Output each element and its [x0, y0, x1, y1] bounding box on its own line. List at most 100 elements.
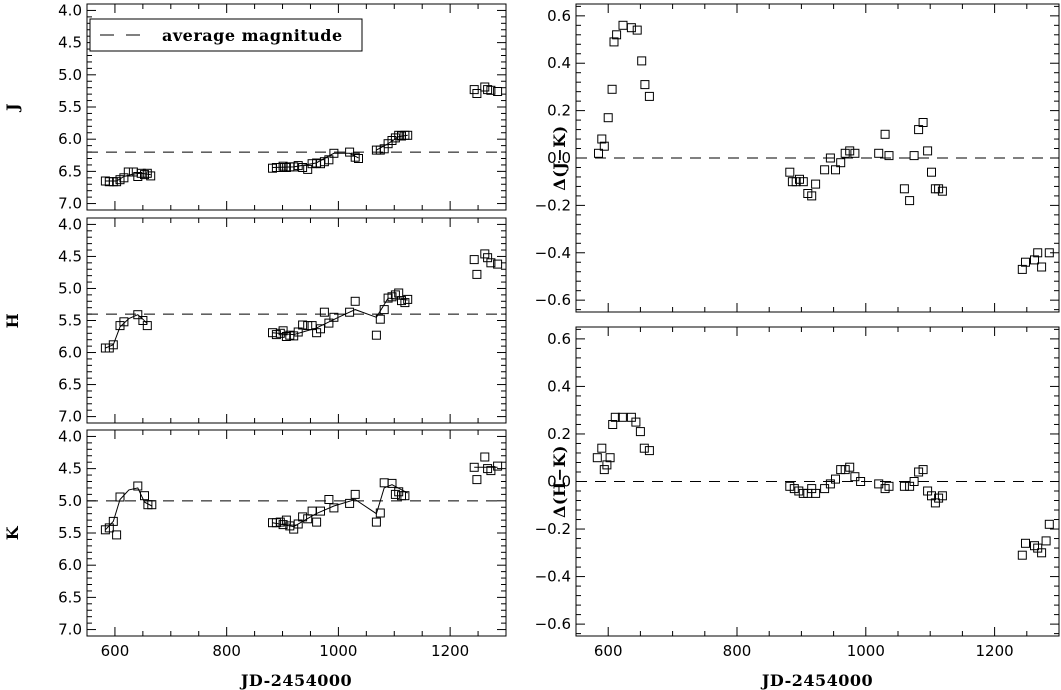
data-point — [909, 151, 919, 161]
data-point — [644, 91, 654, 101]
plot-frame — [86, 217, 507, 424]
data-point — [493, 87, 503, 96]
data-point — [469, 462, 479, 472]
data-point — [319, 307, 329, 317]
data-point — [626, 23, 636, 33]
y-tick-label: 6.5 — [58, 162, 82, 180]
data-point — [379, 478, 389, 488]
data-point — [637, 56, 647, 66]
data-layer — [87, 82, 506, 187]
data-point — [133, 310, 143, 320]
data-point — [1037, 548, 1047, 558]
data-point — [403, 294, 413, 304]
data-point — [899, 184, 909, 194]
y-tick-label: −0.6 — [535, 291, 571, 309]
data-point — [909, 477, 919, 486]
data-point — [820, 165, 830, 175]
data-point — [483, 253, 493, 263]
data-point — [316, 324, 325, 334]
y-tick-label: 0.6 — [547, 330, 571, 348]
x-tick-label: 1200 — [431, 642, 469, 660]
data-point — [486, 85, 496, 95]
data-point — [918, 465, 928, 475]
y-tick-label: 5.5 — [58, 312, 82, 330]
data-point — [397, 131, 406, 141]
data-point — [1017, 264, 1027, 274]
data-point — [133, 481, 143, 491]
panel-K: 600 800 1000 1200 4.0 4.5 5.0 5.5 6.0 6.5 7.0 K JD-2… — [3, 427, 507, 690]
data-point — [874, 148, 884, 158]
data-point — [329, 312, 339, 322]
data-point — [899, 481, 909, 491]
y-tick-label: 6.5 — [58, 376, 82, 394]
plot-frame — [575, 3, 1060, 313]
data-point — [807, 191, 817, 201]
data-point — [1041, 536, 1051, 546]
data-point — [1044, 519, 1054, 529]
data-point — [397, 296, 406, 306]
y-tick-label: 5.5 — [58, 524, 82, 542]
y-tick-label: 0.4 — [547, 377, 571, 395]
y-tick-label: 4.0 — [58, 1, 82, 19]
data-point — [884, 151, 894, 161]
data-point — [845, 146, 855, 156]
panel-dHK: 600 800 1000 1200 −0.6 −0.4 −0.2 0.0 0.2 0.4 0.6 Δ(… — [535, 326, 1060, 690]
data-point — [1037, 262, 1047, 272]
data-point — [329, 503, 339, 513]
legend: average magnitude — [89, 18, 363, 52]
data-point — [930, 498, 940, 508]
data-point — [400, 298, 410, 308]
x-axis-title: JD-2454000 — [760, 671, 873, 690]
x-tick-label: 1200 — [976, 642, 1014, 660]
data-point — [123, 167, 133, 177]
data-point — [387, 136, 397, 145]
y-tick-label: 6.0 — [58, 130, 82, 148]
y-tick-label: −0.4 — [535, 568, 571, 586]
data-point — [918, 118, 928, 127]
data-point — [1021, 538, 1030, 548]
data-point — [635, 427, 645, 437]
y-tick-label: 5.5 — [58, 98, 82, 116]
data-point — [472, 475, 482, 485]
data-point — [275, 163, 285, 172]
data-point — [884, 481, 894, 491]
data-point — [831, 165, 840, 175]
data-point — [324, 318, 334, 328]
y-tick-label: 7.0 — [58, 408, 82, 426]
data-point — [480, 82, 490, 92]
fit-curve — [105, 487, 153, 531]
data-point — [594, 148, 603, 158]
data-point — [354, 154, 363, 163]
data-point — [133, 172, 143, 181]
data-layer — [87, 452, 506, 540]
data-point — [371, 330, 381, 340]
data-point — [345, 307, 355, 317]
data-point — [140, 491, 149, 501]
data-point — [845, 462, 855, 472]
data-point — [610, 412, 620, 422]
y-axis-title: Δ(J−K) — [550, 125, 569, 190]
y-axis-title: J — [3, 103, 22, 113]
data-point — [472, 269, 482, 279]
data-point — [390, 133, 400, 143]
data-point — [820, 484, 830, 494]
data-point — [605, 453, 615, 463]
data-point — [927, 167, 936, 177]
data-point — [142, 168, 152, 178]
data-point — [403, 130, 413, 140]
fit-curve — [105, 172, 151, 182]
data-point — [472, 89, 482, 98]
data-point — [493, 259, 503, 269]
data-point — [608, 420, 618, 429]
data-layer — [87, 249, 506, 353]
data-point — [298, 320, 308, 330]
data-point — [483, 464, 493, 474]
y-tick-label: 7.0 — [58, 621, 82, 639]
data-point — [324, 495, 334, 504]
y-tick-label: −0.2 — [535, 196, 571, 214]
data-point — [603, 113, 613, 123]
y-tick-label: 4.0 — [58, 427, 82, 445]
data-point — [390, 290, 400, 300]
data-point — [612, 30, 622, 40]
